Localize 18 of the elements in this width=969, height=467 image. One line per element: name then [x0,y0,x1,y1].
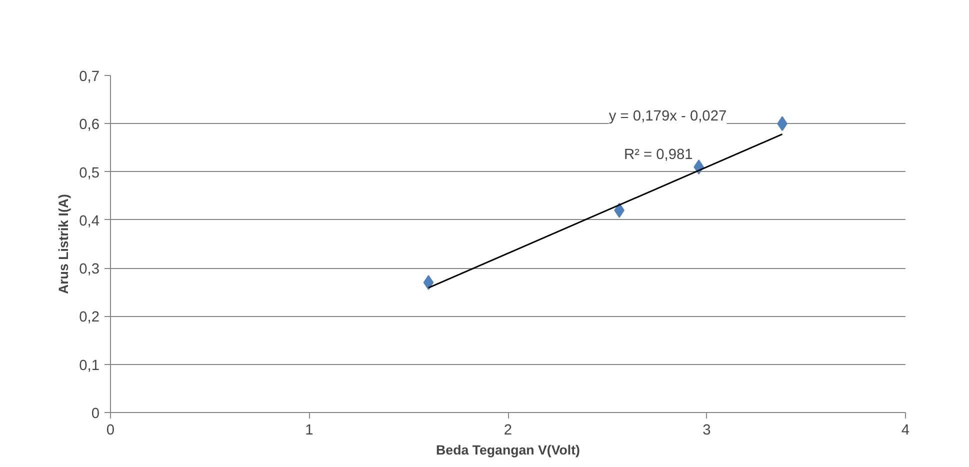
x-axis-title: Beda Tegangan V(Volt) [436,442,580,458]
point [423,275,434,290]
y-tick-label: 0,2 [79,310,100,326]
x-tick-label: 0 [106,422,115,438]
y-tick-label: 0,3 [79,262,100,278]
y-tick-label: 0,5 [79,165,100,182]
x-tick-label: 4 [901,422,910,438]
y-tick-label: 0 [91,406,100,422]
annotation: R² = 0,981 [624,146,693,163]
x-tick-label: 2 [504,422,512,438]
x-tick-label: 3 [702,422,711,438]
y-axis-title: Arus Listrik I(A) [56,194,72,294]
y-tick-label: 0,1 [79,358,100,374]
y-tick-label: 0,7 [79,69,100,85]
annotation: y = 0,179x - 0,027 [608,108,727,124]
y-tick-label: 0,4 [79,213,100,230]
y-tick-label: 0,6 [79,117,100,134]
x-tick-label: 1 [305,422,314,438]
